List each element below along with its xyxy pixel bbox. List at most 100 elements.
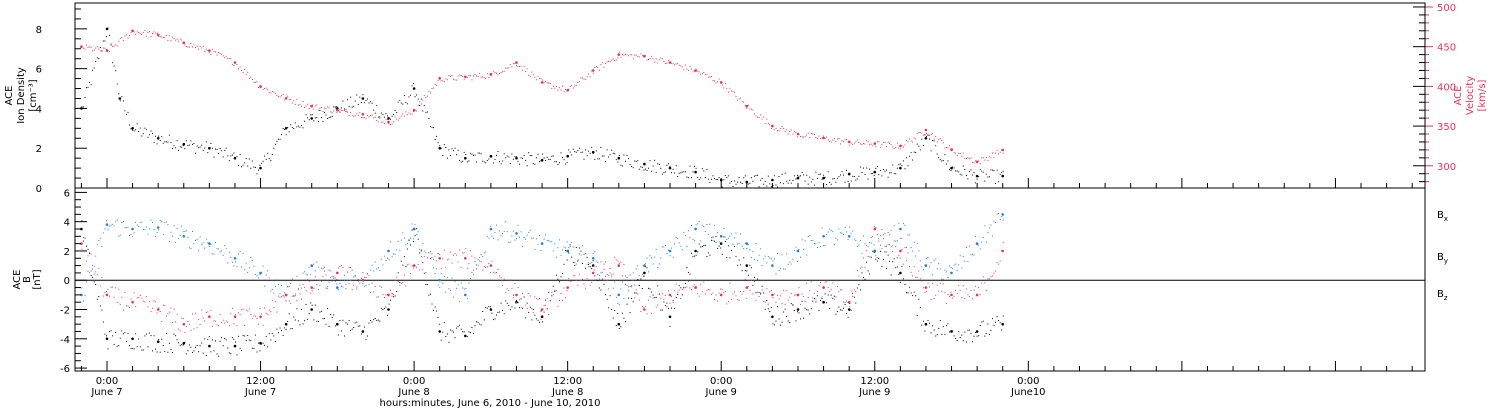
bx-sample — [317, 321, 319, 322]
ion-density-sample — [133, 130, 135, 132]
bx-sample — [297, 320, 299, 322]
bz-sample — [162, 304, 164, 306]
bz-sample — [430, 258, 431, 259]
by-sample — [188, 247, 190, 249]
velocity-tick-label: 300 — [1437, 162, 1456, 173]
bz-point — [515, 293, 518, 297]
bx-sample — [803, 317, 805, 319]
bx-sample — [924, 330, 926, 332]
velocity-sample — [299, 103, 301, 105]
ion-density-sample — [532, 163, 534, 165]
bz-sample — [106, 291, 107, 292]
bz-sample — [773, 293, 775, 295]
bx-sample — [265, 335, 267, 337]
velocity-sample — [890, 143, 892, 145]
by-sample — [485, 251, 487, 253]
bz-sample — [494, 272, 496, 274]
bz-sample — [793, 294, 795, 296]
by-sample — [462, 287, 464, 289]
bz-sample — [978, 287, 980, 288]
velocity-sample — [173, 38, 175, 39]
ion-density-sample — [861, 172, 863, 173]
ion-density-sample — [426, 111, 428, 113]
by-sample — [545, 234, 547, 236]
bx-sample — [347, 323, 348, 325]
bx-sample — [744, 270, 746, 271]
bz-sample — [967, 294, 969, 296]
ion-density-sample — [482, 160, 484, 162]
ion-density-sample — [944, 154, 946, 156]
by-sample — [330, 277, 332, 279]
velocity-sample — [767, 122, 769, 124]
by-sample — [430, 250, 431, 252]
by-sample — [265, 274, 267, 276]
by-sample — [479, 260, 481, 262]
by-sample — [89, 272, 91, 274]
ion-density-sample — [816, 177, 818, 179]
bx-sample — [873, 252, 875, 253]
velocity-sample — [910, 140, 912, 142]
ion-density-sample — [141, 135, 143, 137]
velocity-sample — [637, 56, 639, 58]
bz-sample — [290, 302, 292, 304]
velocity-sample — [115, 44, 117, 46]
by-sample — [218, 248, 220, 250]
bx-sample — [603, 283, 605, 285]
velocity-sample — [385, 119, 387, 121]
by-sample — [784, 268, 786, 270]
bx-sample — [982, 320, 984, 322]
bz-sample — [213, 320, 215, 322]
by-sample — [288, 300, 290, 302]
bx-sample — [463, 331, 465, 333]
velocity-sample — [835, 141, 837, 143]
bz-sample — [623, 264, 625, 265]
bx-sample — [988, 334, 990, 336]
by-sample — [961, 267, 963, 269]
bz-sample — [987, 278, 989, 280]
bz-point — [719, 293, 723, 297]
velocity-sample — [344, 109, 345, 111]
ion-density-sample — [649, 160, 651, 162]
bz-sample — [322, 275, 324, 277]
bx-sample — [334, 325, 336, 327]
bz-sample — [482, 269, 484, 271]
bz-sample — [449, 251, 451, 253]
bz-sample — [672, 302, 674, 303]
by-sample — [770, 258, 772, 260]
bz-sample — [712, 292, 714, 294]
ion-density-sample — [858, 175, 860, 177]
velocity-sample — [365, 117, 367, 119]
bx-sample — [371, 321, 373, 323]
velocity-sample — [142, 32, 144, 34]
bx-sample — [836, 311, 838, 313]
bx-sample — [158, 338, 160, 340]
bx-point — [438, 330, 442, 333]
ion-density-sample — [362, 94, 364, 96]
ion-density-sample — [307, 117, 309, 119]
ion-density-point — [796, 176, 800, 180]
velocity-sample — [453, 78, 454, 80]
bx-sample — [204, 338, 206, 340]
by-sample — [179, 234, 181, 236]
bz-sample — [832, 282, 834, 284]
ion-density-sample — [511, 153, 513, 155]
bx-sample — [952, 330, 954, 332]
bx-sample — [660, 309, 662, 311]
by-sample — [578, 253, 580, 255]
velocity-sample — [489, 72, 491, 74]
velocity-sample — [864, 143, 866, 145]
bx-sample — [764, 308, 766, 310]
by-sample — [781, 254, 783, 256]
by-sample — [439, 287, 441, 289]
ion-density-sample — [543, 157, 545, 159]
bx-sample — [402, 264, 404, 266]
velocity-sample — [436, 84, 438, 86]
ion-density-sample — [777, 186, 778, 188]
bz-sample — [691, 289, 692, 291]
ion-density-sample — [726, 176, 728, 178]
ion-density-sample — [879, 169, 881, 171]
by-sample — [402, 232, 404, 234]
ion-density-sample — [483, 161, 485, 163]
bx-sample — [939, 320, 941, 322]
velocity-sample — [147, 31, 149, 33]
